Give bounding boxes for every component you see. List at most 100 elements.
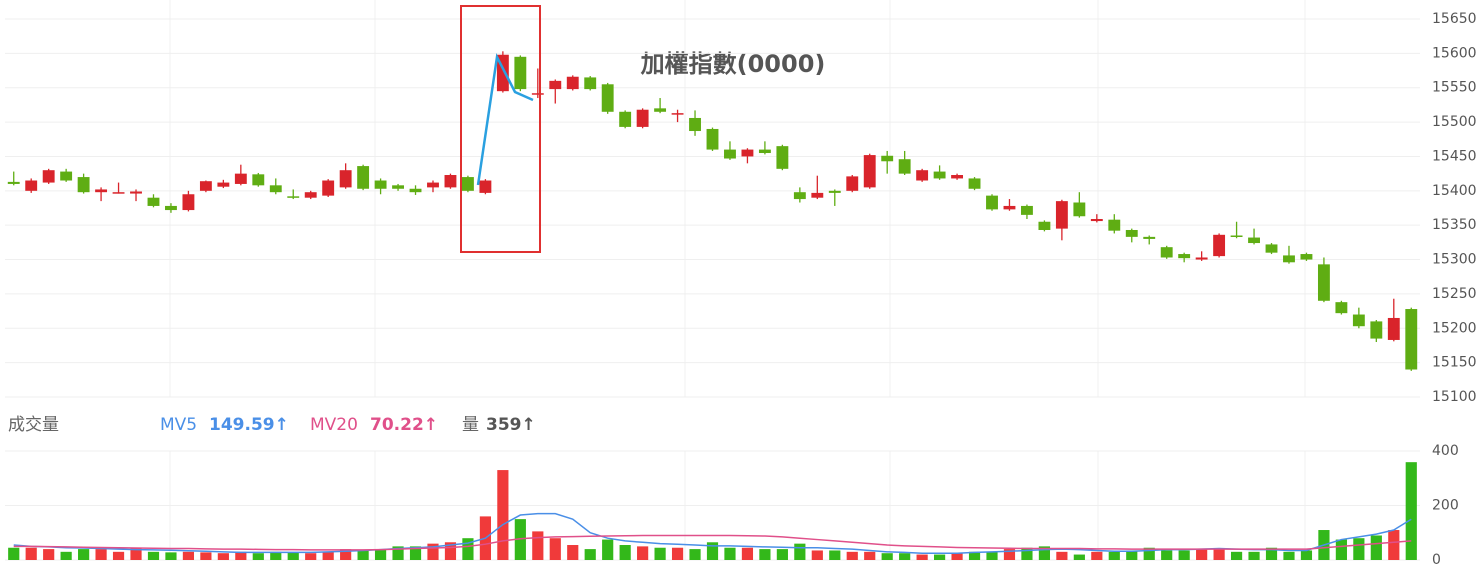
volume-bar: [1003, 549, 1016, 560]
candle-body: [549, 80, 562, 90]
volume-bar: [1265, 547, 1278, 560]
volume-bar: [986, 551, 998, 560]
candle-body: [1178, 254, 1191, 259]
volume-bar: [1021, 547, 1033, 560]
volume-bar: [514, 519, 526, 560]
candle-body: [217, 182, 230, 187]
legend-value: 359↑: [486, 415, 536, 435]
candle-body: [636, 109, 649, 127]
volume-bar: [846, 551, 858, 560]
y-tick-label: 15100: [1432, 389, 1477, 405]
candle-body: [898, 159, 911, 174]
candle-body: [619, 111, 632, 127]
candle-body: [234, 173, 247, 184]
candle-body: [147, 197, 160, 206]
volume-bar: [741, 547, 754, 560]
volume-bar: [357, 550, 369, 560]
volume-bar: [374, 549, 387, 560]
volume-bar: [968, 551, 981, 560]
volume-bar: [182, 551, 195, 560]
volume-bar: [1161, 550, 1173, 560]
candle-body: [1038, 221, 1051, 230]
y-tick-label: 15250: [1432, 286, 1477, 302]
candle-body: [793, 192, 806, 200]
volume-bar: [1300, 550, 1313, 560]
candle-body: [601, 84, 614, 112]
volume-bar: [1126, 550, 1138, 560]
candle-body: [60, 171, 73, 181]
candle-body: [77, 177, 90, 193]
candle-body: [392, 185, 404, 189]
volume-bar: [671, 547, 684, 560]
y-tick-label: 15450: [1432, 148, 1477, 164]
candle-body: [112, 192, 125, 194]
candle-body: [951, 175, 964, 179]
ma-line: [13, 534, 1412, 551]
volume-bar: [270, 551, 282, 560]
candle-body: [1160, 247, 1173, 258]
candle-body: [1090, 218, 1103, 222]
volume-bar: [8, 547, 20, 560]
candle-body: [1021, 205, 1033, 215]
volume-bar: [43, 549, 55, 560]
volume-bar: [1178, 550, 1190, 560]
candle-body: [1405, 309, 1418, 370]
candle-body: [654, 108, 667, 112]
candle-body: [741, 149, 754, 157]
volume-bar: [1196, 549, 1208, 560]
volume-bar: [409, 546, 422, 560]
volume-bar: [864, 551, 876, 560]
candle-body: [1055, 201, 1068, 229]
candle-body: [1108, 219, 1121, 231]
volume-bar: [1248, 551, 1260, 560]
volume-bar: [689, 549, 701, 560]
candle-body: [1125, 229, 1138, 237]
volume-bar: [322, 551, 334, 560]
candle-body: [357, 166, 370, 189]
candle-body: [461, 177, 474, 191]
volume-bar: [1283, 551, 1295, 560]
y-tick-label: 15500: [1432, 114, 1477, 130]
volume-bar: [1091, 551, 1103, 560]
volume-bar: [881, 553, 893, 560]
chart-title: 加權指數(0000): [641, 50, 826, 78]
y-tick-label: 15600: [1432, 45, 1477, 61]
volume-bar: [619, 545, 631, 560]
candle-body: [689, 117, 701, 132]
volume-bar: [1405, 462, 1417, 560]
candle-body: [776, 146, 789, 169]
volume-bar: [1143, 547, 1155, 560]
candle-body: [986, 195, 998, 210]
volume-bar: [916, 554, 928, 560]
volume-bar: [130, 547, 142, 560]
candle-body: [165, 205, 177, 211]
candle-body: [199, 181, 212, 191]
candle-body: [409, 188, 422, 193]
candle-body: [1213, 234, 1226, 257]
volume-bar: [147, 551, 160, 560]
candle-body: [1265, 244, 1278, 253]
volume-bar: [1213, 549, 1225, 560]
volume-bar: [305, 553, 317, 560]
marks: 15100 15150 15200 15250 15300 15350 15400 15450…: [5, 11, 1477, 568]
volume-bar: [584, 549, 596, 560]
candle-body: [1387, 317, 1400, 340]
candle-body: [479, 180, 492, 193]
volume-bar: [444, 542, 457, 560]
candle-body: [1352, 314, 1365, 327]
candle-body: [1195, 257, 1208, 260]
volume-bar: [95, 549, 107, 560]
candle-body: [7, 181, 20, 184]
candle-body: [1230, 235, 1243, 237]
volume-bar: [462, 538, 474, 560]
candle-body: [1143, 236, 1156, 239]
y-tick-label: 15150: [1432, 355, 1477, 371]
candle-body: [514, 56, 527, 90]
candle-body: [269, 185, 282, 193]
y-tick-label: 15550: [1432, 80, 1477, 96]
highlight-box: [460, 5, 541, 253]
volume-bar: [1353, 538, 1365, 560]
volume-bar: [724, 547, 736, 560]
candle-body: [863, 155, 876, 188]
volume-bar: [602, 539, 614, 560]
